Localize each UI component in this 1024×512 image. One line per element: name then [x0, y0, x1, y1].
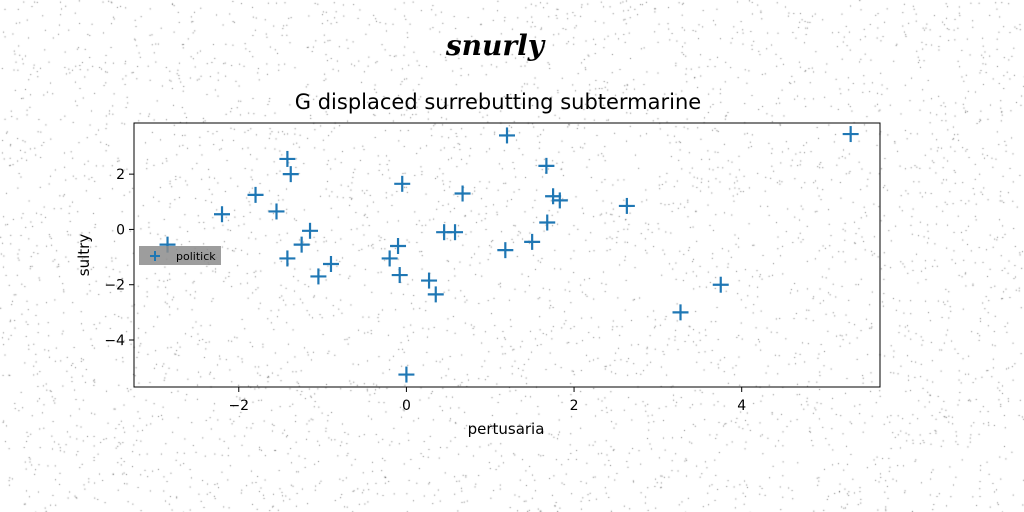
data-point [398, 366, 415, 383]
x-axis-label: pertusaria [468, 420, 545, 438]
data-point [310, 268, 327, 285]
data-point [302, 222, 319, 239]
data-point [391, 267, 408, 284]
legend-box [139, 246, 221, 265]
legend-label: politick [176, 250, 216, 263]
data-point [293, 236, 310, 253]
data-point [282, 166, 299, 183]
data-point [247, 186, 264, 203]
data-point [381, 250, 398, 267]
data-point [447, 224, 464, 241]
data-point [497, 242, 514, 259]
data-point [538, 157, 555, 174]
data-point [539, 214, 556, 231]
data-point [499, 127, 515, 144]
y-tick-label: −2 [104, 278, 125, 294]
chart-suptitle: snurly [445, 29, 546, 62]
data-point [551, 192, 568, 209]
data-point [279, 250, 296, 267]
data-point [712, 276, 729, 293]
x-tick-label: −2 [228, 398, 249, 414]
data-point [394, 175, 411, 192]
data-point [524, 233, 541, 250]
x-axis: −2 0 2 4 [228, 387, 746, 414]
plot-frame [133, 122, 881, 388]
x-tick-label: 2 [570, 398, 579, 414]
data-point [618, 197, 635, 214]
data-point [322, 255, 339, 272]
y-tick-label: 2 [116, 167, 125, 183]
legend-marker [150, 251, 160, 261]
y-axis-label: sultry [75, 234, 93, 277]
legend: politick [139, 246, 221, 265]
y-axis: −4 −2 0 2 [104, 167, 134, 349]
data-point [545, 188, 562, 205]
data-point [842, 126, 859, 143]
plot-area [159, 126, 859, 383]
data-point [421, 272, 438, 289]
x-tick-label: 0 [402, 398, 411, 414]
data-point [427, 286, 444, 303]
data-point [214, 206, 231, 223]
data-point [672, 304, 689, 321]
data-point [390, 238, 407, 255]
chart-title: G displaced surrebutting subtermarine [295, 90, 701, 114]
y-tick-label: −4 [104, 333, 125, 349]
data-point [268, 203, 285, 220]
y-tick-label: 0 [116, 222, 125, 238]
data-point [454, 185, 471, 202]
x-tick-label: 4 [737, 398, 746, 414]
data-point [279, 150, 296, 167]
